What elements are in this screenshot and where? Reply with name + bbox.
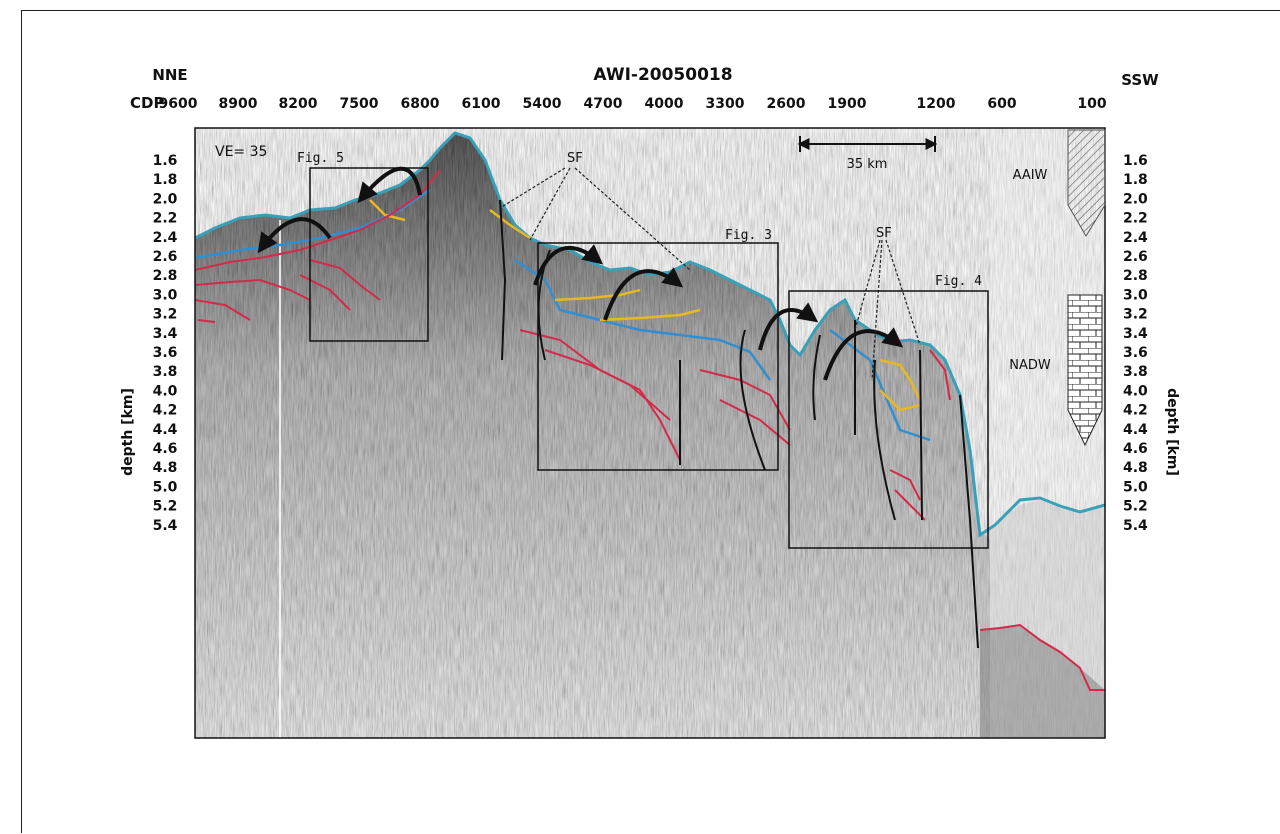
depth-tick-label-right: 3.4 <box>1123 326 1148 342</box>
depth-tick-label-left: 4.4 <box>153 422 178 438</box>
ve-label: VE= 35 <box>215 144 267 160</box>
depth-tick-label-left: 1.8 <box>153 172 178 188</box>
figure-title: AWI-20050018 <box>593 65 732 85</box>
cdp-tick-label: 7500 <box>340 96 379 112</box>
cdp-tick-label: 3300 <box>706 96 745 112</box>
depth-tick-label-right: 4.8 <box>1123 460 1148 476</box>
depth-tick-label-right: 5.2 <box>1123 499 1148 515</box>
cdp-tick-label: 6100 <box>462 96 501 112</box>
cdp-tick-label: 2600 <box>767 96 806 112</box>
cdp-tick-label: 600 <box>987 96 1016 112</box>
depth-tick-label-left: 4.8 <box>153 460 178 476</box>
depth-tick-label-left: 3.0 <box>153 287 178 303</box>
depth-tick-label-left: 2.4 <box>153 230 178 246</box>
depth-tick-label-left: 2.8 <box>153 268 178 284</box>
depth-tick-label-right: 1.6 <box>1123 153 1148 169</box>
depth-tick-label-right: 4.4 <box>1123 422 1148 438</box>
cdp-tick-label: 1900 <box>828 96 867 112</box>
cdp-tick-label: 6800 <box>401 96 440 112</box>
depth-tick-label-left: 2.0 <box>153 191 178 207</box>
brick-column-icon <box>1067 294 1103 447</box>
cdp-tick-label: 9600 <box>159 96 198 112</box>
cdp-tick-label: 5400 <box>523 96 562 112</box>
depth-tick-label-left: 5.2 <box>153 499 178 515</box>
depth-tick-label-right: 2.4 <box>1123 230 1148 246</box>
depth-tick-label-left: 1.6 <box>153 153 178 169</box>
left-direction-label: NNE <box>152 66 187 84</box>
depth-tick-label-left: 4.6 <box>153 441 178 457</box>
depth-tick-label-right: 4.0 <box>1123 383 1148 399</box>
sf-pointers <box>499 167 921 381</box>
fig-5-box <box>309 167 429 342</box>
depth-axis-right: 1.6 1.8 2.0 2.2 2.4 2.6 2.8 3.0 3.2 3.4 3.6 3.8 4.0 4… <box>1123 153 1148 534</box>
depth-tick-label-right: 3.2 <box>1123 307 1148 323</box>
depth-tick-label-left: 3.6 <box>153 345 178 361</box>
seafloor-reflector <box>195 131 1105 538</box>
depth-tick-label-right: 5.4 <box>1123 518 1148 534</box>
red-reflectors <box>195 169 1105 691</box>
depth-tick-label-right: 2.8 <box>1123 268 1148 284</box>
depth-tick-label-right: 2.0 <box>1123 191 1148 207</box>
sf-label-2: SF <box>876 226 892 241</box>
figure-frame <box>21 10 1280 833</box>
depth-tick-label-right: 1.8 <box>1123 172 1148 188</box>
cdp-tick-label: 4700 <box>584 96 623 112</box>
depth-axis-label-left: depth [km] <box>120 388 136 476</box>
fig-3-label: Fig. 3 <box>725 228 772 243</box>
cdp-tick-label: 8200 <box>279 96 318 112</box>
depth-tick-label-right: 2.2 <box>1123 211 1148 227</box>
fig-5-label: Fig. 5 <box>297 151 344 166</box>
cdp-tick-label: 1200 <box>917 96 956 112</box>
cdp-tick-label: 8900 <box>219 96 258 112</box>
depth-tick-label-left: 4.2 <box>153 403 178 419</box>
scale-bar <box>797 136 938 152</box>
right-direction-label: SSW <box>1121 71 1159 89</box>
fig-boxes <box>309 167 989 549</box>
scale-bar-label: 35 km <box>847 157 888 172</box>
depth-tick-label-left: 2.2 <box>153 211 178 227</box>
depth-tick-label-left: 2.6 <box>153 249 178 265</box>
curved-arrow-icon <box>257 166 904 381</box>
depth-tick-label-right: 4.6 <box>1123 441 1148 457</box>
water-mass-nadw: NADW <box>1009 358 1051 373</box>
depth-tick-label-left: 3.8 <box>153 364 178 380</box>
cdp-label: CDP <box>130 94 164 112</box>
depth-tick-label-left: 5.4 <box>153 518 178 534</box>
depth-tick-label-right: 2.6 <box>1123 249 1148 265</box>
depth-tick-label-right: 3.0 <box>1123 287 1148 303</box>
depth-tick-label-left: 4.0 <box>153 383 178 399</box>
plot-border <box>194 127 1106 739</box>
depth-tick-label-left: 5.0 <box>153 479 178 495</box>
depth-axis-label-right: depth [km] <box>1164 388 1180 476</box>
cdp-axis: 9600 8900 8200 7500 6800 6100 5400 4700 4000 3300… <box>159 96 1107 112</box>
fig-4-label: Fig. 4 <box>935 274 982 289</box>
depth-tick-label-left: 3.2 <box>153 307 178 323</box>
fig-4-box <box>788 290 989 549</box>
cdp-tick-label: 100 <box>1077 96 1106 112</box>
cdp-tick-label: 4000 <box>645 96 684 112</box>
water-mass-aaiw: AAIW <box>1013 168 1048 183</box>
hatch-column-icon <box>1067 129 1106 237</box>
depth-tick-label-right: 5.0 <box>1123 479 1148 495</box>
yellow-reflector <box>369 199 922 412</box>
depth-tick-label-right: 3.8 <box>1123 364 1148 380</box>
seismic-section <box>195 128 1105 738</box>
fig-3-box <box>537 242 779 471</box>
depth-tick-label-right: 3.6 <box>1123 345 1148 361</box>
depth-tick-label-right: 4.2 <box>1123 403 1148 419</box>
depth-tick-label-left: 3.4 <box>153 326 178 342</box>
depth-axis-left: 1.6 1.8 2.0 2.2 2.4 2.6 2.8 3.0 3.2 3.4 3.6 3.8 4.0 4… <box>153 153 178 534</box>
sf-label-1: SF <box>567 151 583 166</box>
